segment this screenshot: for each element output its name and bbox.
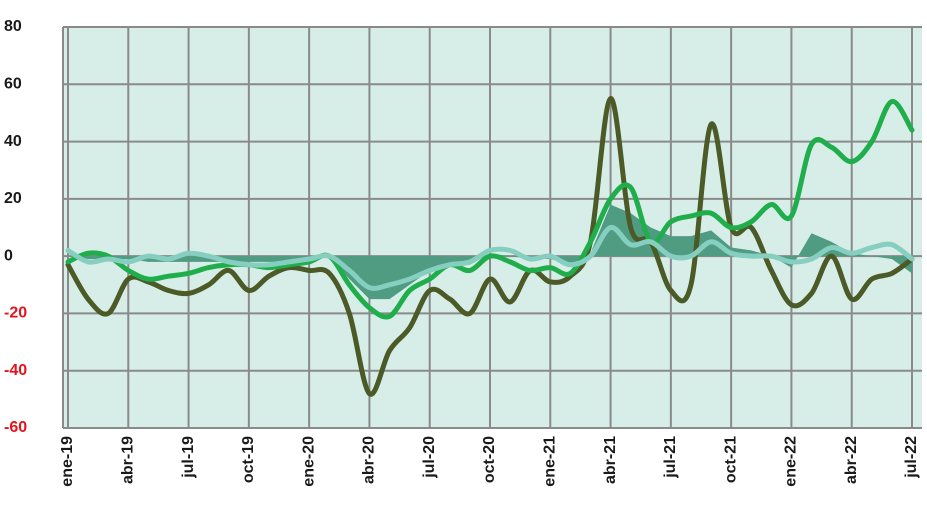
x-tick-label: abr-22: [843, 436, 860, 484]
y-tick-label: 60: [4, 76, 22, 93]
x-tick-label: jul-19: [180, 436, 197, 479]
x-tick-label: jul-22: [903, 436, 920, 479]
x-tick-label: ene-21: [542, 436, 559, 487]
y-tick-label: -20: [4, 305, 27, 322]
x-tick-label: jul-21: [662, 436, 679, 479]
x-tick-label: abr-20: [361, 436, 378, 484]
y-tick-label: 0: [4, 247, 13, 264]
y-tick-label: 80: [4, 18, 22, 35]
x-tick-label: oct-20: [481, 436, 498, 483]
line: [65, 224, 915, 291]
plot-background: [63, 27, 922, 428]
x-tick-label: ene-19: [59, 436, 76, 487]
y-tick-label: -60: [4, 419, 27, 436]
y-tick-label: 20: [4, 190, 22, 207]
x-tick-label: ene-22: [783, 436, 800, 487]
area: [68, 204, 912, 300]
y-tick-label: 40: [4, 133, 22, 150]
x-tick-label: abr-19: [120, 436, 137, 484]
x-tick-label: oct-19: [240, 436, 257, 483]
x-tick-label: jul-20: [421, 436, 438, 479]
y-tick-label: -40: [4, 362, 27, 379]
x-tick-label: abr-21: [602, 436, 619, 484]
x-tick-label: ene-20: [300, 436, 317, 487]
x-tick-label: oct-21: [722, 436, 739, 483]
line: [65, 98, 915, 320]
